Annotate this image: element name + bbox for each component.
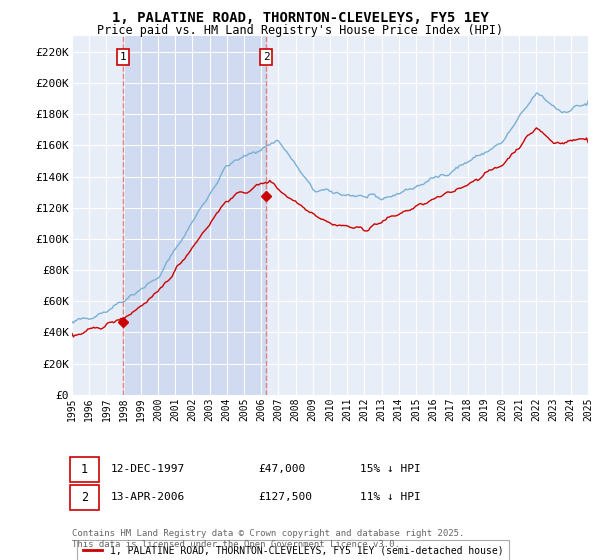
Text: 2: 2 xyxy=(81,491,88,504)
Text: 1: 1 xyxy=(81,463,88,476)
Text: 1: 1 xyxy=(119,52,126,62)
Legend: 1, PALATINE ROAD, THORNTON-CLEVELEYS, FY5 1EY (semi-detached house), HPI: Averag: 1, PALATINE ROAD, THORNTON-CLEVELEYS, FY… xyxy=(77,540,509,560)
Text: £47,000: £47,000 xyxy=(258,464,305,474)
Text: 15% ↓ HPI: 15% ↓ HPI xyxy=(360,464,421,474)
Text: 12-DEC-1997: 12-DEC-1997 xyxy=(111,464,185,474)
Text: £127,500: £127,500 xyxy=(258,492,312,502)
Text: 1, PALATINE ROAD, THORNTON-CLEVELEYS, FY5 1EY: 1, PALATINE ROAD, THORNTON-CLEVELEYS, FY… xyxy=(112,11,488,25)
Text: 11% ↓ HPI: 11% ↓ HPI xyxy=(360,492,421,502)
Text: Price paid vs. HM Land Registry's House Price Index (HPI): Price paid vs. HM Land Registry's House … xyxy=(97,24,503,37)
Bar xyxy=(123,36,266,395)
Text: 13-APR-2006: 13-APR-2006 xyxy=(111,492,185,502)
Text: Contains HM Land Registry data © Crown copyright and database right 2025.
This d: Contains HM Land Registry data © Crown c… xyxy=(72,529,464,549)
Text: 2: 2 xyxy=(263,52,269,62)
